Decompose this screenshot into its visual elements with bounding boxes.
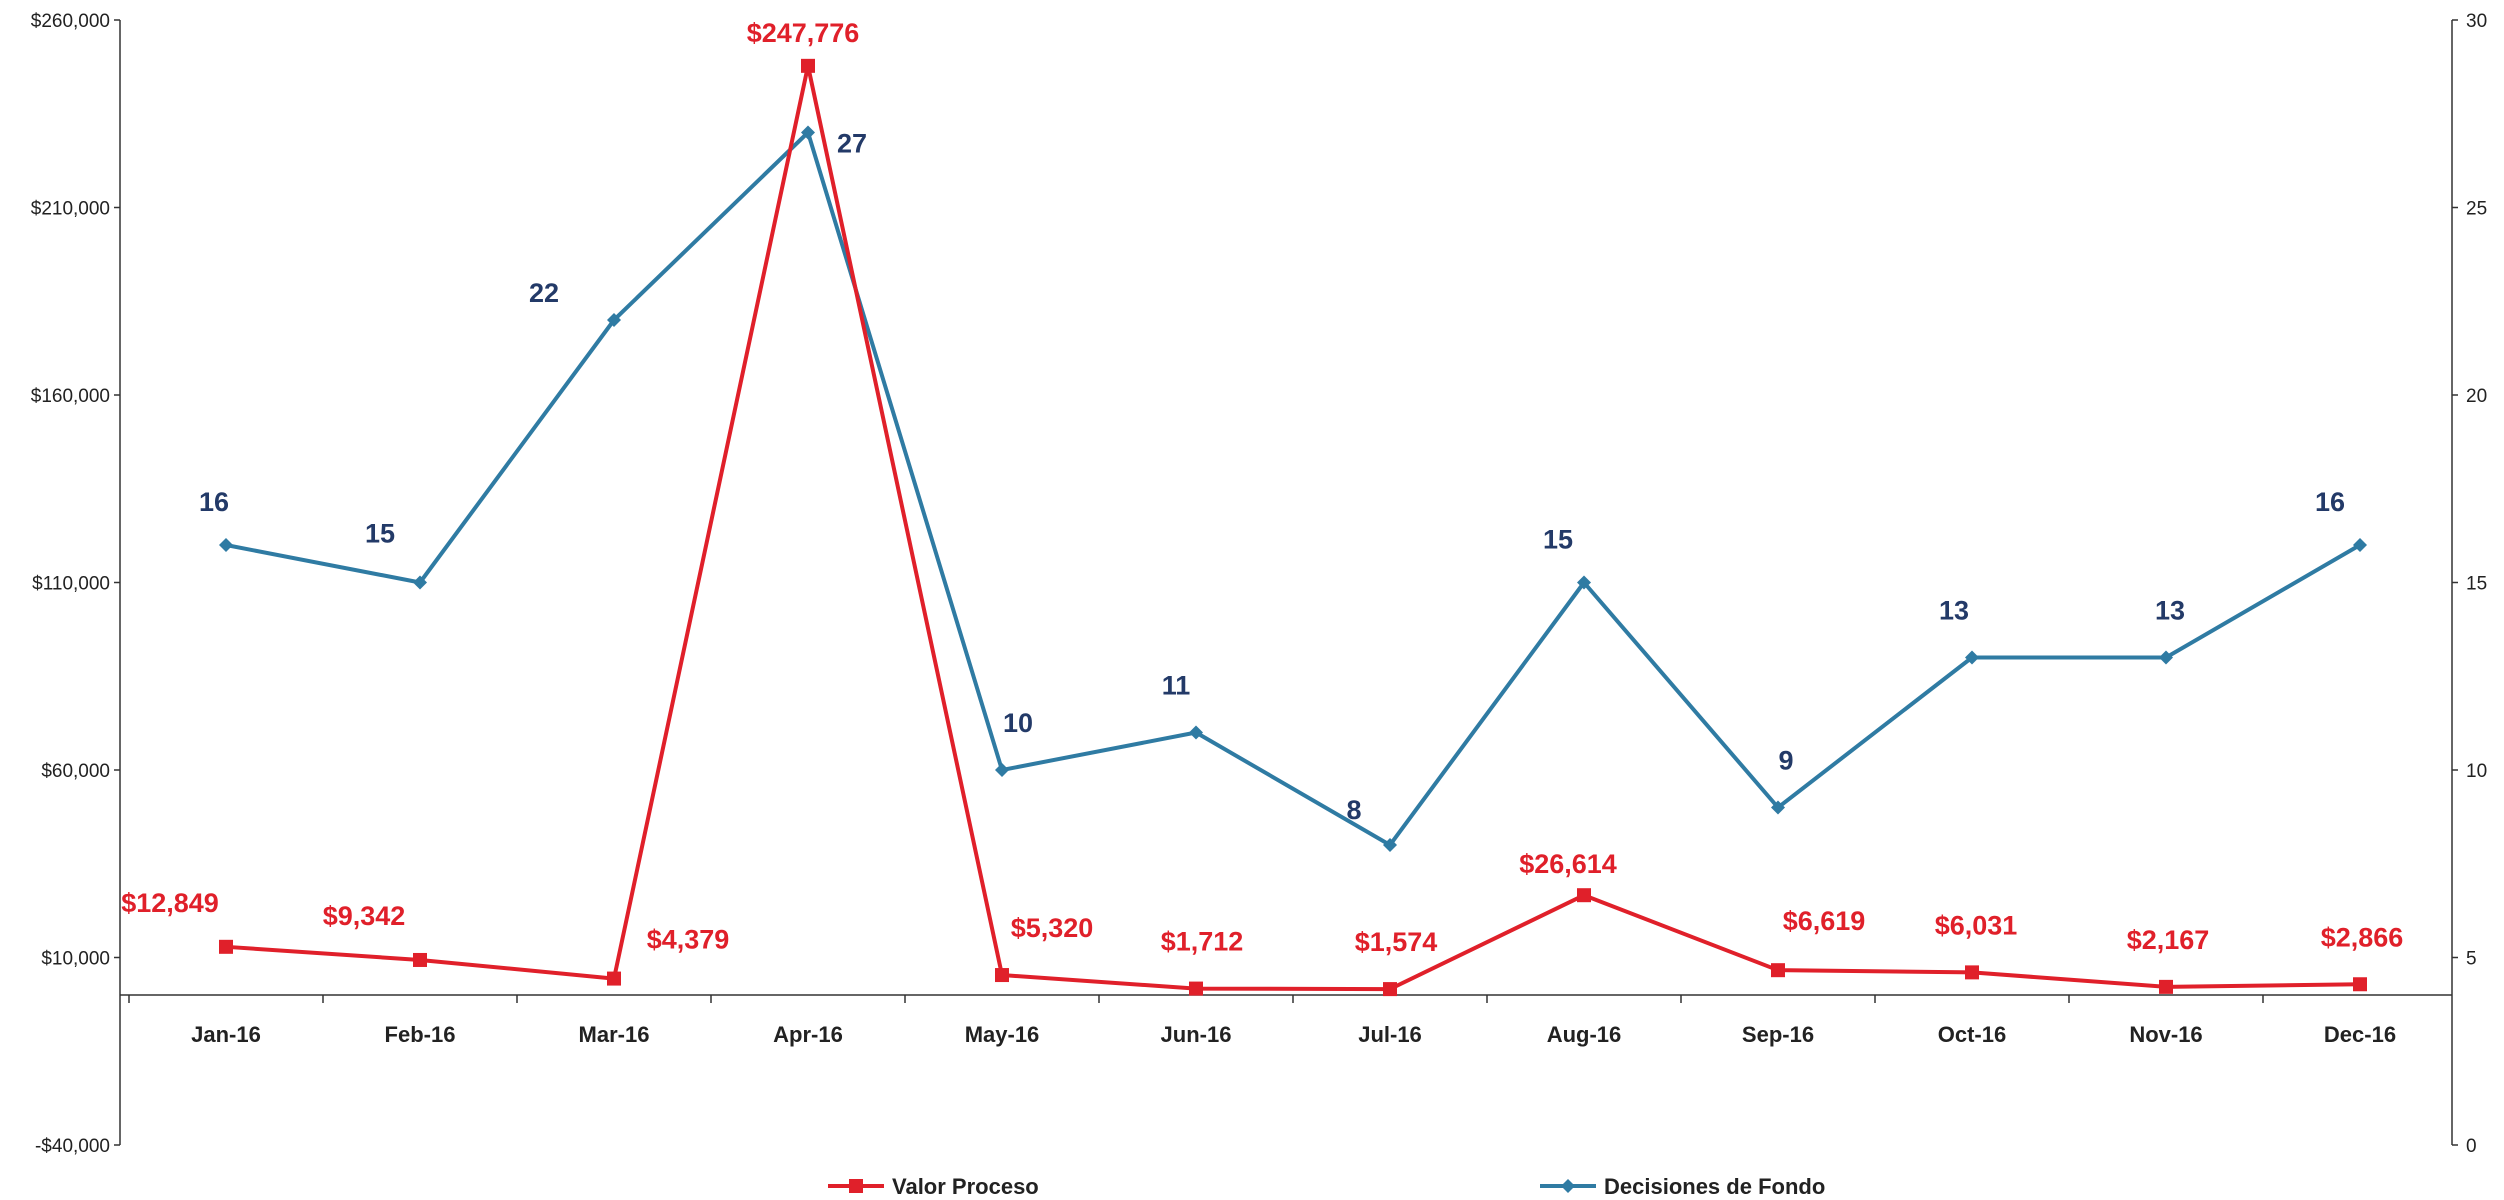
decisiones-de-fondo-data-label: 15 bbox=[1543, 525, 1573, 555]
right-tick-label: 30 bbox=[2466, 11, 2487, 32]
valor-proceso-data-label: $1,712 bbox=[1161, 927, 1244, 957]
left-tick-label: $60,000 bbox=[41, 761, 110, 782]
valor-proceso-point bbox=[1577, 888, 1591, 903]
valor-proceso-point bbox=[1965, 965, 1979, 980]
right-tick-label: 5 bbox=[2466, 949, 2477, 970]
left-tick-label: -$40,000 bbox=[35, 1136, 110, 1157]
valor-proceso-point bbox=[801, 58, 815, 73]
valor-proceso-data-label: $12,849 bbox=[121, 888, 219, 918]
decisiones-de-fondo-data-label: 13 bbox=[1939, 596, 1969, 626]
category-label: Dec-16 bbox=[2324, 1022, 2396, 1047]
decisiones-de-fondo-point bbox=[995, 763, 1009, 777]
category-label: Oct-16 bbox=[1938, 1022, 2006, 1047]
valor-proceso-data-label: $26,614 bbox=[1519, 849, 1617, 879]
legend-decisiones-de-fondo-marker bbox=[1561, 1179, 1575, 1193]
decisiones-de-fondo-point bbox=[607, 313, 621, 327]
category-label: Apr-16 bbox=[773, 1022, 843, 1047]
left-tick-label: $160,000 bbox=[31, 386, 110, 407]
category-label: Feb-16 bbox=[385, 1022, 456, 1047]
valor-proceso-data-label: $2,167 bbox=[2127, 925, 2210, 955]
right-tick-label: 20 bbox=[2466, 386, 2487, 407]
valor-proceso-data-label: $2,866 bbox=[2321, 922, 2404, 952]
valor-proceso-data-label: $9,342 bbox=[323, 901, 406, 931]
decisiones-de-fondo-point bbox=[801, 125, 815, 140]
decisiones-de-fondo-data-label: 22 bbox=[529, 278, 559, 308]
decisiones-de-fondo-data-label: 11 bbox=[1162, 671, 1191, 701]
category-label: Sep-16 bbox=[1742, 1022, 1814, 1047]
category-label: Jul-16 bbox=[1358, 1022, 1422, 1047]
decisiones-de-fondo-point bbox=[2159, 650, 2173, 665]
valor-proceso-point bbox=[1189, 981, 1203, 996]
decisiones-de-fondo-data-label: 9 bbox=[1778, 746, 1793, 776]
valor-proceso-point bbox=[413, 952, 427, 967]
left-tick-label: $260,000 bbox=[31, 11, 110, 32]
category-label: Jun-16 bbox=[1161, 1022, 1232, 1047]
decisiones-de-fondo-data-label: 16 bbox=[2315, 487, 2345, 517]
valor-proceso-line bbox=[225, 63, 2361, 992]
right-tick-label: 10 bbox=[2466, 761, 2487, 782]
valor-proceso-point bbox=[2159, 979, 2173, 994]
valor-proceso-point bbox=[607, 971, 621, 986]
left-tick-label: $110,000 bbox=[32, 574, 110, 595]
valor-proceso-data-label: $6,031 bbox=[1935, 910, 2018, 940]
valor-proceso-point bbox=[1383, 982, 1397, 997]
category-label: Aug-16 bbox=[1547, 1022, 1622, 1047]
left-tick-label: $210,000 bbox=[31, 199, 110, 220]
valor-proceso-data-label: $6,619 bbox=[1783, 906, 1866, 936]
valor-proceso-data-label: $5,320 bbox=[1011, 913, 1094, 943]
valor-proceso-point bbox=[219, 939, 233, 954]
legend-valor-proceso-label: Valor Proceso bbox=[892, 1174, 1039, 1199]
legend-valor-proceso-marker bbox=[849, 1179, 863, 1193]
decisiones-de-fondo-point bbox=[1189, 725, 1203, 740]
decisiones-de-fondo-point bbox=[413, 575, 427, 590]
decisiones-de-fondo-data-label: 15 bbox=[365, 519, 395, 549]
decisiones-de-fondo-data-label: 27 bbox=[837, 129, 867, 159]
right-tick-label: 0 bbox=[2466, 1136, 2477, 1157]
valor-proceso-point bbox=[2353, 977, 2367, 992]
category-label: Nov-16 bbox=[2129, 1022, 2202, 1047]
valor-proceso-data-label: $247,776 bbox=[747, 18, 860, 48]
decisiones-de-fondo-data-label: 10 bbox=[1003, 708, 1033, 738]
decisiones-de-fondo-data-label: 8 bbox=[1346, 795, 1361, 825]
category-label: Jan-16 bbox=[191, 1022, 261, 1047]
decisiones-de-fondo-line bbox=[225, 130, 2362, 847]
right-tick-label: 25 bbox=[2466, 199, 2487, 220]
valor-proceso-data-label: $4,379 bbox=[647, 925, 730, 955]
decisiones-de-fondo-point bbox=[1771, 800, 1785, 815]
legend-decisiones-de-fondo-label: Decisiones de Fondo bbox=[1604, 1174, 1825, 1199]
decisiones-de-fondo-point bbox=[219, 538, 233, 552]
decisiones-de-fondo-data-label: 16 bbox=[199, 487, 229, 517]
valor-proceso-point bbox=[995, 968, 1009, 983]
category-label: Mar-16 bbox=[579, 1022, 650, 1047]
decisiones-de-fondo-point bbox=[1965, 650, 1979, 665]
decisiones-de-fondo-data-label: 13 bbox=[2155, 596, 2185, 626]
valor-proceso-data-label: $1,574 bbox=[1355, 927, 1438, 957]
decisiones-de-fondo-point bbox=[2353, 538, 2367, 552]
decisiones-de-fondo-point bbox=[1577, 575, 1591, 590]
valor-proceso-point bbox=[1771, 963, 1785, 978]
left-tick-label: $10,000 bbox=[41, 949, 110, 970]
decisiones-de-fondo-point bbox=[1383, 838, 1397, 852]
right-tick-label: 15 bbox=[2466, 574, 2487, 595]
category-label: May-16 bbox=[965, 1022, 1040, 1047]
